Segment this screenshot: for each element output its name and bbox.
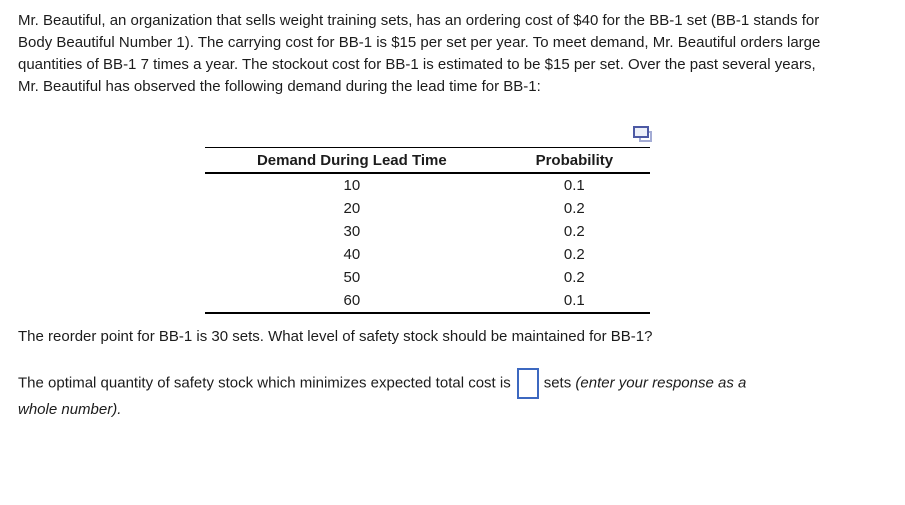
copy-icon[interactable] — [633, 126, 653, 144]
table-header-probability: Probability — [498, 147, 650, 174]
demand-cell: 20 — [343, 200, 361, 217]
table-row: 50 0.2 — [205, 266, 650, 289]
demand-cell: 60 — [343, 292, 361, 309]
probability-cell: 0.2 — [563, 223, 585, 240]
table-row: 30 0.2 — [205, 220, 650, 243]
question-text: The reorder point for BB-1 is 30 sets. W… — [18, 328, 653, 345]
probability-cell: 0.2 — [563, 269, 585, 286]
probability-cell: 0.1 — [563, 177, 585, 194]
demand-cell: 40 — [343, 246, 361, 263]
demand-probability-table: Demand During Lead Time Probability 10 0… — [205, 147, 650, 314]
answer-input[interactable] — [516, 368, 539, 399]
answer-prefix-text: The optimal quantity of safety stock whi… — [18, 374, 511, 392]
probability-cell: 0.1 — [563, 292, 585, 309]
table-row: 10 0.1 — [205, 173, 650, 197]
answer-instruction-text: (enter your response as a whole number). — [18, 374, 747, 418]
table-row: 40 0.2 — [205, 243, 650, 266]
probability-cell: 0.2 — [563, 246, 585, 263]
probability-cell: 0.2 — [563, 200, 585, 217]
answer-unit-text: sets — [543, 374, 572, 392]
problem-statement: Mr. Beautiful, an organization that sell… — [18, 12, 821, 95]
table-header-row: Demand During Lead Time Probability — [205, 147, 650, 174]
table-header-demand: Demand During Lead Time — [205, 147, 499, 174]
table-row: 60 0.1 — [205, 289, 650, 313]
answer-line: The optimal quantity of safety stock whi… — [18, 368, 776, 421]
demand-cell: 50 — [343, 269, 361, 286]
demand-cell: 10 — [343, 177, 361, 194]
demand-table-container: Demand During Lead Time Probability 10 0… — [205, 147, 650, 314]
copy-icon-front-shape — [633, 126, 649, 138]
table-row: 20 0.2 — [205, 197, 650, 220]
demand-cell: 30 — [343, 223, 361, 240]
